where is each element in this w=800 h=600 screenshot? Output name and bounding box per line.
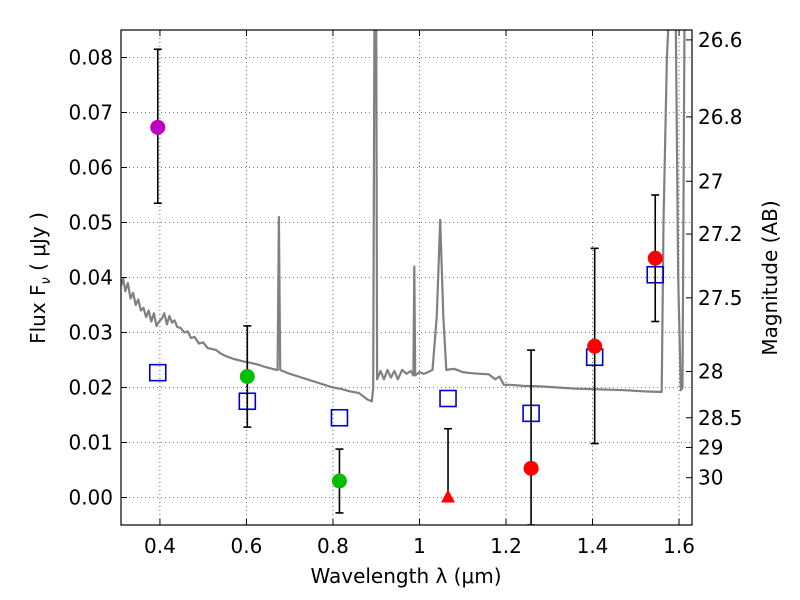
x-tick-label: 0.6: [231, 534, 263, 558]
observed-point: [647, 250, 663, 266]
y-axis-label-unit: ( μJy ): [26, 212, 50, 277]
model-photometry-square: [148, 363, 167, 382]
plot-frame: [120, 29, 693, 526]
y2-tick-label: 27.2: [698, 222, 743, 246]
observed-point: [239, 369, 255, 384]
y-tick-label: 0.04: [68, 266, 113, 290]
data-layer: [121, 30, 686, 525]
observed-point: [331, 473, 347, 489]
y-tick-label: 0.03: [68, 321, 113, 345]
observed-point: [523, 460, 539, 476]
model-spectrum-line: [121, 30, 686, 403]
y2-tick-label: 30: [698, 466, 723, 490]
observed-point: [150, 119, 166, 135]
model-photometry-square: [439, 389, 457, 408]
y-axis-label-main: Flux F: [26, 284, 50, 343]
observed-point: [587, 338, 603, 354]
y-tick-label: 0.00: [68, 486, 113, 510]
ticks: 0.4 0.6 0.8 1 1.2 1.4 1.6 0.00 0.01 0.02 0.03 0.04 0…: [68, 28, 742, 558]
y-tick-label: 0.06: [68, 156, 113, 180]
x-tick-label: 1.6: [663, 534, 695, 558]
x-tick-label: 0.4: [144, 534, 176, 558]
y2-axis-label: Magnitude (AB): [758, 200, 782, 355]
y-tick-label: 0.01: [68, 431, 113, 455]
y-tick-label: 0.08: [68, 46, 113, 70]
y2-tick-label: 27: [698, 169, 723, 193]
y2-tick-label: 28: [698, 360, 723, 384]
y-tick-label: 0.07: [68, 101, 113, 125]
x-tick-label: 1.4: [577, 534, 609, 558]
y2-tick-label: 29: [698, 435, 723, 459]
y2-tick-label: 27.5: [698, 286, 743, 310]
x-tick-label: 1: [413, 534, 426, 558]
y2-tick-label: 26.8: [698, 105, 743, 129]
y2-tick-label: 26.6: [698, 28, 743, 52]
x-tick-label: 0.8: [317, 534, 349, 558]
grid: [121, 30, 692, 525]
y-axis-label-sub: ν: [39, 277, 54, 284]
y-tick-label: 0.02: [68, 376, 113, 400]
model-photometry-square: [330, 408, 349, 427]
x-tick-label: 1.2: [490, 534, 522, 558]
y2-tick-label: 28.5: [698, 406, 743, 430]
y-tick-label: 0.05: [68, 211, 113, 235]
upper-limit-triangle: [441, 489, 456, 503]
y-axis-label: Flux Fν ( μJy ): [26, 212, 54, 344]
x-axis-label: Wavelength λ (μm): [310, 564, 501, 588]
